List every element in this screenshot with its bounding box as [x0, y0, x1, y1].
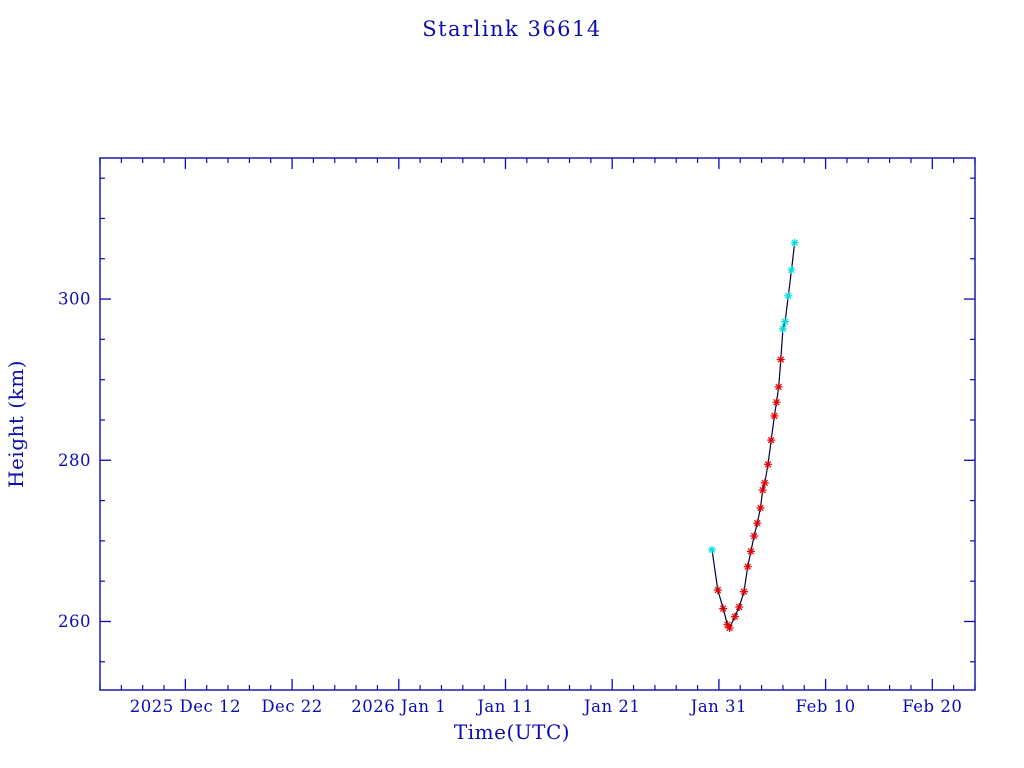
data-point-marker-red — [770, 411, 779, 420]
data-point-marker-red — [756, 503, 765, 512]
chart-title: Starlink 36614 — [422, 17, 602, 41]
data-point-marker-red — [719, 604, 728, 613]
data-point-marker-red — [750, 532, 759, 541]
data-point-marker-cyan — [784, 291, 793, 300]
x-axis-label: Time(UTC) — [453, 720, 571, 744]
data-point-marker-red — [774, 382, 783, 391]
data-point-marker-red — [763, 460, 772, 469]
data-point-marker-red — [753, 519, 762, 528]
data-point-marker-red — [735, 602, 744, 611]
data-point-marker-red — [730, 612, 739, 621]
x-tick-label: Feb 20 — [902, 697, 962, 716]
data-point-marker-red — [776, 355, 785, 364]
data-point-marker-red — [760, 478, 769, 487]
data-point-marker-cyan — [778, 324, 787, 333]
data-point-marker-red — [725, 623, 734, 632]
x-tick-label: Jan 31 — [689, 697, 747, 716]
data-point-marker-red — [758, 486, 767, 495]
data-point-marker-red — [746, 547, 755, 556]
data-point-marker-cyan — [790, 238, 799, 247]
y-tick-label: 300 — [58, 290, 91, 309]
x-tick-label: Jan 21 — [582, 697, 640, 716]
x-tick-label: 2026 Jan 1 — [351, 697, 446, 716]
x-tick-label: 2025 Dec 12 — [130, 697, 241, 716]
data-point-marker-red — [772, 398, 781, 407]
data-point-marker-cyan — [781, 317, 790, 326]
data-point-marker-red — [713, 586, 722, 595]
y-tick-label: 260 — [58, 612, 91, 631]
data-point-marker-cyan — [787, 266, 796, 275]
x-tick-label: Jan 11 — [475, 697, 533, 716]
y-tick-label: 280 — [58, 451, 91, 470]
data-point-marker-red — [767, 436, 776, 445]
data-point-marker-red — [739, 587, 748, 596]
data-point-marker-cyan — [707, 545, 716, 554]
x-tick-label: Feb 10 — [796, 697, 856, 716]
height-track-line — [711, 242, 796, 629]
data-point-marker-red — [743, 562, 752, 571]
x-tick-label: Dec 22 — [261, 697, 322, 716]
plot-frame — [99, 157, 976, 691]
